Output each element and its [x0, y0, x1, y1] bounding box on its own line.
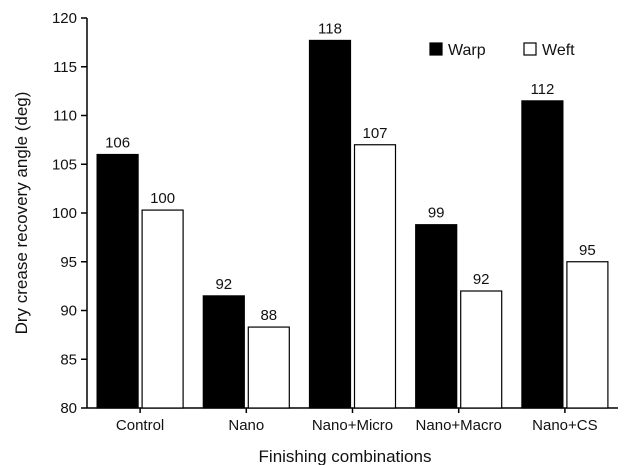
bars	[96, 39, 609, 409]
x-axis-title: Finishing combinations	[259, 447, 432, 465]
data-label-weft: 92	[473, 271, 490, 288]
y-tick-label: 120	[52, 10, 77, 27]
x-tick-label: Nano+Micro	[312, 417, 393, 434]
y-axis: 80 85 90 95 100 105 110 115 120	[52, 10, 88, 417]
data-labels: 106 100 92 88 118 107 99 92 112 95	[105, 20, 596, 324]
data-label-weft: 100	[150, 190, 175, 207]
bar-weft	[353, 144, 397, 409]
data-label-warp: 106	[105, 135, 130, 152]
data-label-warp: 92	[215, 276, 232, 293]
bar-weft	[141, 209, 184, 409]
y-tick-label: 100	[52, 205, 77, 222]
y-axis-title: Dry crease recovery angle (deg)	[12, 92, 31, 335]
bar-weft	[460, 290, 503, 409]
y-tick-label: 105	[52, 156, 77, 173]
data-label-weft: 95	[579, 242, 596, 259]
x-tick-label: Nano+CS	[532, 417, 597, 434]
y-tick-label: 80	[60, 400, 77, 417]
bar-warp	[521, 100, 564, 409]
bar-warp	[308, 39, 352, 409]
y-tick-label: 85	[60, 351, 77, 368]
data-label-warp: 118	[318, 20, 342, 37]
legend-swatch-weft	[523, 42, 537, 56]
bar-weft	[247, 326, 290, 409]
bar-warp	[415, 224, 458, 409]
y-tick-label: 110	[53, 108, 77, 125]
bar-warp	[202, 295, 245, 409]
x-tick-label: Nano	[228, 417, 264, 434]
data-label-warp: 112	[530, 81, 554, 98]
x-axis: Control Nano Nano+Micro Nano+Macro Nano+CS	[87, 407, 618, 434]
data-label-warp: 99	[428, 205, 445, 222]
bar-warp	[96, 153, 139, 409]
data-label-weft: 107	[362, 125, 387, 142]
y-tick-label: 90	[60, 303, 77, 320]
legend: Warp Weft	[429, 42, 575, 59]
x-tick-label: Nano+Macro	[416, 417, 502, 434]
x-tick-label: Control	[116, 417, 164, 434]
legend-label-weft: Weft	[542, 42, 575, 59]
legend-swatch-warp	[429, 42, 443, 56]
y-tick-label: 115	[53, 59, 77, 76]
data-label-weft: 88	[260, 307, 277, 324]
legend-label-warp: Warp	[448, 42, 486, 59]
y-tick-label: 95	[60, 254, 77, 271]
bar-weft	[566, 261, 609, 409]
